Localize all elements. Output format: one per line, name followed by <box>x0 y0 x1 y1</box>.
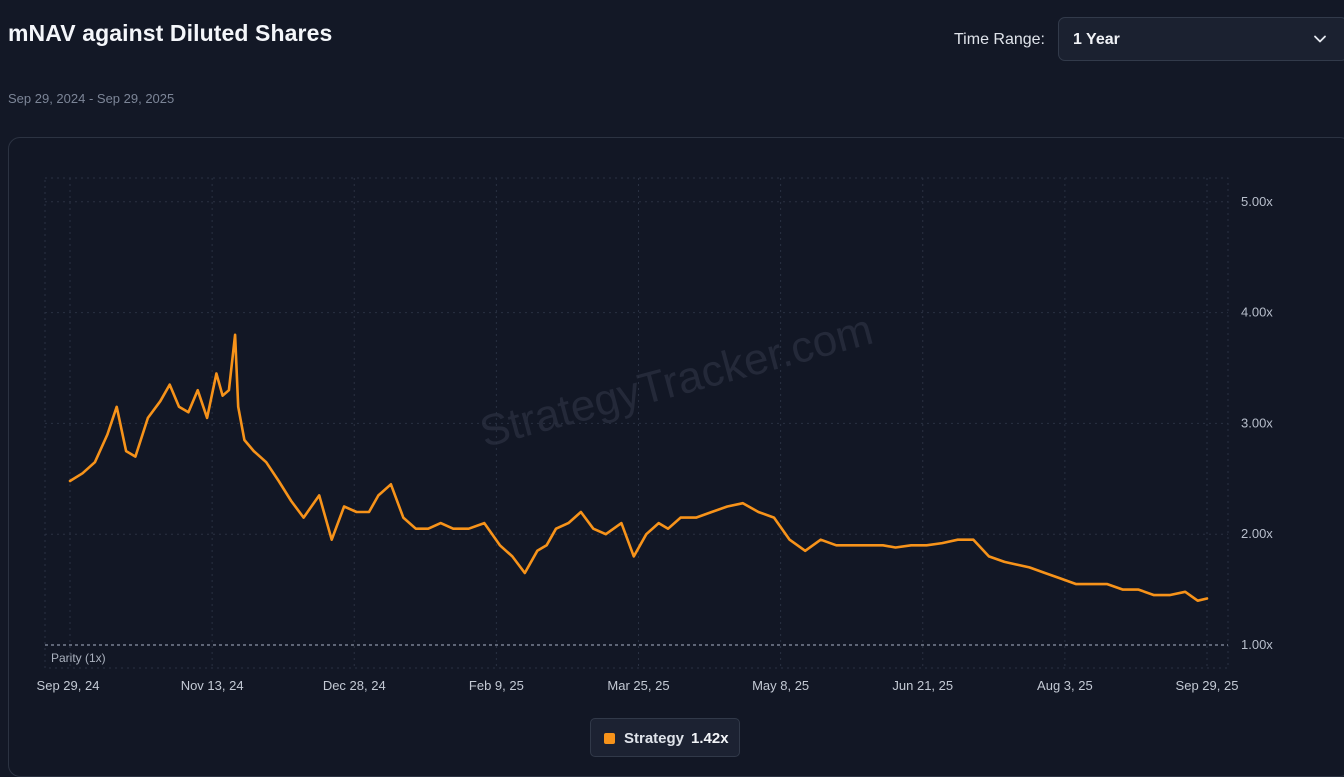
x-tick-label: Dec 28, 24 <box>323 678 386 693</box>
parity-reference: Parity (1x) <box>45 644 1228 665</box>
y-tick-label: 4.00x <box>1241 305 1273 320</box>
y-tick-label: 1.00x <box>1241 637 1273 652</box>
time-range-value: 1 Year <box>1073 31 1120 48</box>
parity-label: Parity (1x) <box>51 651 106 665</box>
x-tick-label: Jun 21, 25 <box>892 678 953 693</box>
y-tick-label: 5.00x <box>1241 194 1273 209</box>
plot-frame <box>44 177 1229 669</box>
date-range-text: Sep 29, 2024 - Sep 29, 2025 <box>8 91 175 106</box>
legend-item-strategy[interactable]: Strategy 1.42x <box>590 718 740 757</box>
grid <box>44 177 1229 669</box>
x-tick-label: Nov 13, 24 <box>181 678 244 693</box>
x-tick-label: Sep 29, 25 <box>1176 678 1239 693</box>
legend-series-value: 1.42x <box>691 730 729 747</box>
chevron-down-icon <box>1314 35 1326 43</box>
x-axis: Sep 29, 24 Nov 13, 24 Dec 28, 24 Feb 9, 25 M… <box>37 678 1239 693</box>
series-line-strategy <box>68 333 1209 603</box>
legend-series-name: Strategy <box>624 730 685 747</box>
y-axis: 5.00x 4.00x 3.00x 2.00x 1.00x <box>1241 194 1273 652</box>
legend-swatch <box>604 733 615 744</box>
x-tick-label: Mar 25, 25 <box>607 678 669 693</box>
page-title: mNAV against Diluted Shares <box>8 20 333 46</box>
chart-card <box>8 137 1344 777</box>
x-tick-label: Feb 9, 25 <box>469 678 524 693</box>
y-tick-label: 3.00x <box>1241 415 1273 430</box>
time-range-label: Time Range: <box>954 31 1045 48</box>
series-layer <box>68 333 1209 603</box>
x-tick-label: May 8, 25 <box>752 678 809 693</box>
y-tick-label: 2.00x <box>1241 526 1273 541</box>
x-tick-label: Aug 3, 25 <box>1037 678 1093 693</box>
watermark-text: StrategyTracker.com <box>475 305 878 457</box>
time-range-select[interactable]: 1 Year <box>1058 17 1344 61</box>
x-tick-label: Sep 29, 24 <box>37 678 100 693</box>
